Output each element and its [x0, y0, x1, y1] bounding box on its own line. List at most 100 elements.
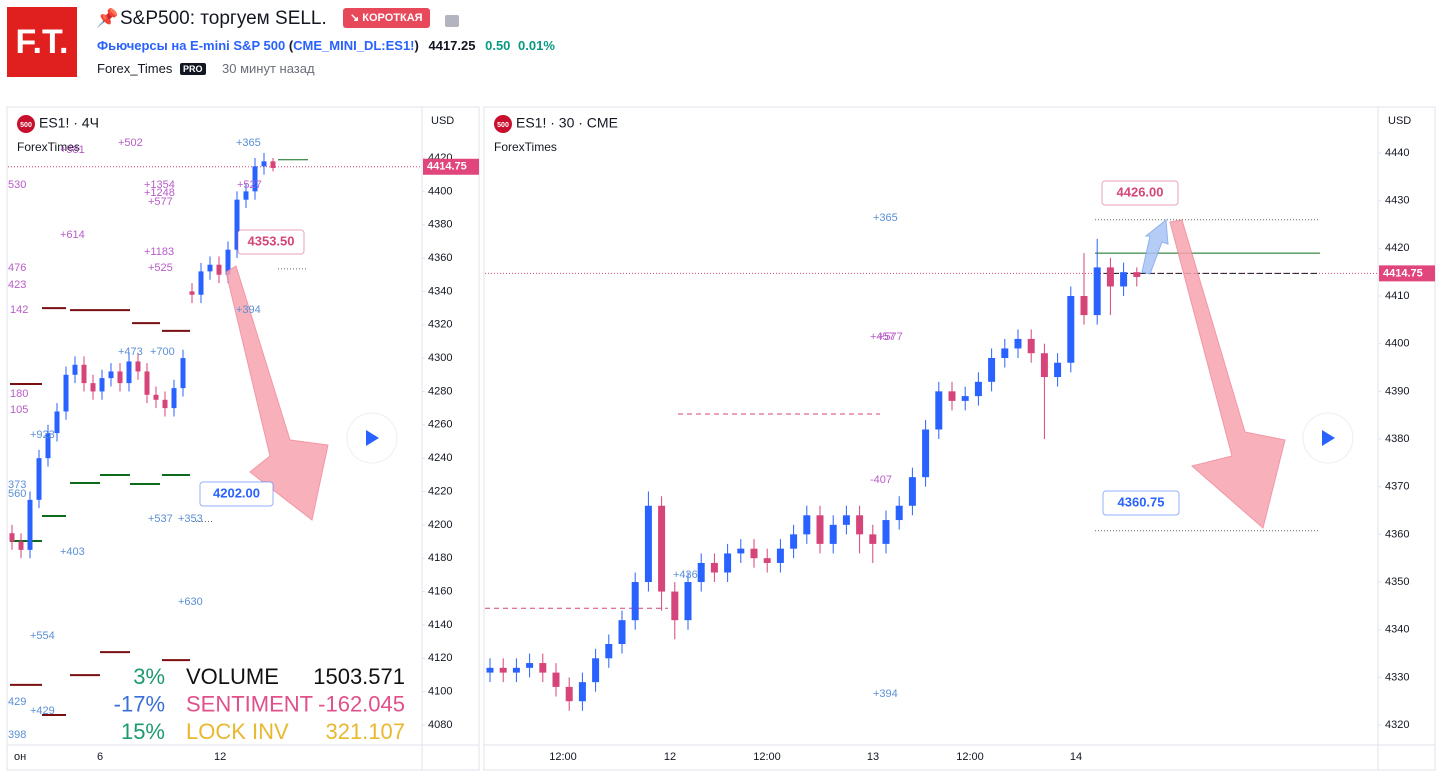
- candle-body: [856, 515, 864, 535]
- candle-body: [829, 524, 837, 544]
- y-tick-label: 4420: [1385, 242, 1409, 254]
- x-tick-label: 12:00: [549, 751, 577, 763]
- candle-body: [1106, 267, 1114, 287]
- candle-body: [816, 515, 824, 544]
- candle-body: [1133, 272, 1141, 277]
- y-tick-label: 4120: [428, 652, 452, 664]
- candle-body: [90, 383, 96, 392]
- y-tick-label: 4430: [1385, 195, 1409, 207]
- x-tick-label: 13: [867, 751, 879, 763]
- candle-body: [790, 534, 798, 549]
- y-tick-label: 4400: [1385, 338, 1409, 350]
- candle-body: [144, 371, 150, 395]
- candle-body: [895, 505, 903, 521]
- annotation: 429: [8, 696, 26, 708]
- target-label: 4426.00: [1117, 184, 1164, 199]
- x-tick-label: 14: [1070, 751, 1082, 763]
- arrow-down: [225, 265, 329, 521]
- candle-body: [54, 411, 60, 434]
- candle-body: [1120, 272, 1128, 287]
- x-tick-label: 6: [97, 751, 103, 763]
- pin-icon: 📌: [96, 8, 119, 28]
- candle-body: [1080, 296, 1088, 316]
- candle-body: [697, 562, 705, 583]
- candle-body: [72, 364, 78, 375]
- y-tick-label: 4350: [1385, 576, 1409, 588]
- annotation: 530: [8, 179, 26, 191]
- short-badge[interactable]: ↘ КОРОТКАЯ: [343, 8, 430, 28]
- annotation: +365: [236, 137, 261, 149]
- annotation: +436: [673, 569, 698, 581]
- candle-body: [671, 591, 679, 621]
- arrow-down: [1169, 219, 1286, 529]
- arrow-up: [1141, 219, 1169, 275]
- candle-body: [869, 534, 877, 544]
- watermark: ForexTimes: [494, 140, 557, 154]
- y-tick-label: 4280: [428, 385, 452, 397]
- annotation: +554: [30, 630, 55, 642]
- annotation: +537: [148, 513, 173, 525]
- x-tick-label: 12: [664, 751, 676, 763]
- target-box: [237, 229, 305, 255]
- drawings: [225, 219, 1286, 529]
- candle-body: [117, 371, 123, 384]
- instrument-line: Фьючерсы на E-mini S&P 500 (CME_MINI_DL:…: [97, 38, 555, 53]
- target-label: 4202.00: [213, 485, 260, 500]
- annotation: +457: [870, 331, 895, 343]
- annotation: +577: [878, 331, 903, 343]
- candle-body: [189, 291, 195, 295]
- annotation: 476: [8, 262, 26, 274]
- target-label: 4360.75: [1118, 494, 1165, 509]
- x-tick-label: он: [14, 751, 26, 763]
- candle-body: [252, 166, 258, 192]
- annotation: -407: [870, 474, 892, 486]
- candle-body: [684, 582, 692, 621]
- target-label: 4353.50: [248, 233, 295, 248]
- stat-value: 321.107: [325, 719, 405, 744]
- candle-body: [499, 667, 507, 673]
- symbol-icon-text: 500: [20, 122, 32, 129]
- y-tick-label: 4330: [1385, 671, 1409, 683]
- instrument[interactable]: Фьючерсы на E-mini S&P 500: [97, 38, 286, 53]
- candle-body: [1027, 338, 1035, 354]
- target-box: [199, 481, 274, 507]
- candle-body: [171, 388, 177, 409]
- candle-body: [225, 249, 231, 275]
- annotation: +473: [118, 346, 143, 358]
- x-tick-label: 12:00: [753, 751, 781, 763]
- y-tick-label: 4360: [1385, 528, 1409, 540]
- candle-body: [27, 499, 33, 550]
- annotation: +1183: [144, 246, 174, 258]
- annotation: +429: [30, 705, 55, 717]
- symbol-icon: [17, 115, 35, 133]
- annotation: +394: [236, 304, 261, 316]
- symbol: ES1! · 30 · CME: [516, 115, 618, 131]
- annotation: +394: [873, 688, 898, 700]
- play-button[interactable]: [346, 412, 398, 464]
- pro-badge: PRO: [180, 63, 206, 75]
- last-price-label: 4414.75: [427, 161, 467, 173]
- annotation: +577: [148, 196, 173, 208]
- symbol[interactable]: CME_MINI_DL:ES1!: [293, 38, 415, 53]
- y-tick-label: 4180: [428, 552, 452, 564]
- y-tick-label: 4400: [428, 185, 452, 197]
- y-tick-label: 4380: [428, 219, 452, 231]
- author[interactable]: Forex_Times: [97, 61, 173, 76]
- last-price-tag: [423, 158, 479, 175]
- candle-body: [578, 682, 586, 702]
- candle-body: [512, 667, 520, 673]
- candle-body: [539, 663, 547, 673]
- annotation: +1248: [144, 187, 175, 199]
- logo: F.T.: [7, 7, 77, 77]
- header: F.T. 📌 S&P500: торгуем SELL. ↘ КОРОТКАЯ …: [0, 0, 1441, 100]
- candle-body: [935, 391, 943, 430]
- annotation: +923: [30, 429, 55, 441]
- candle-body: [180, 358, 186, 389]
- last-price-label: 4414.75: [1383, 267, 1423, 279]
- badge-text: КОРОТКАЯ: [362, 12, 423, 24]
- candle-body: [1093, 267, 1101, 316]
- candle-body: [750, 548, 758, 559]
- play-button[interactable]: [1302, 412, 1354, 464]
- annotation: 142: [10, 304, 28, 316]
